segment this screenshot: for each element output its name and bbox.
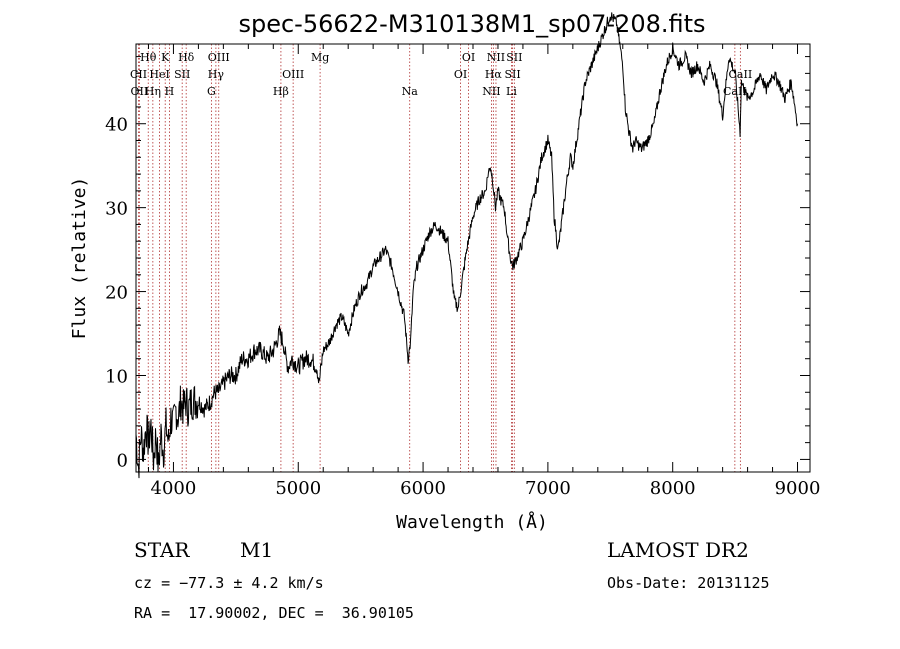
spectral-line-label-7: SII <box>506 51 522 64</box>
x-tick-label-1: 5000 <box>275 478 321 499</box>
spectral-line-label-16: CaII <box>729 68 753 81</box>
x-tick-label-5: 9000 <box>775 478 821 499</box>
survey-name: LAMOST DR2 <box>607 538 749 562</box>
spectral-line-label-19: H <box>165 85 175 98</box>
y-tick-label-2: 20 <box>105 283 128 304</box>
observation-date: Obs-Date: 20131125 <box>607 574 770 592</box>
spectral-line-label-0: Hθ <box>140 51 157 64</box>
spectral-line-label-2: Hδ <box>178 51 195 64</box>
spectral-line-label-18: Hη <box>145 85 161 98</box>
spectral-line-label-22: Na <box>402 85 419 98</box>
spectral-line-label-10: SII <box>174 68 190 81</box>
spectral-line-label-14: Hα <box>485 68 503 81</box>
x-tick-label-4: 8000 <box>650 478 696 499</box>
spectral-line-label-23: NII <box>482 85 500 98</box>
spectral-line-label-8: CII <box>130 68 147 81</box>
plot-frame <box>135 43 811 473</box>
y-tick-label-4: 40 <box>105 115 128 136</box>
y-tick-label-3: 30 <box>105 199 128 220</box>
y-tick-label-1: 10 <box>105 366 128 387</box>
spectral-line-label-24: Li <box>506 85 517 98</box>
redshift-text: cz = −77.3 ± 4.2 km/s <box>134 574 324 592</box>
spectral-line-label-13: OI <box>454 68 467 81</box>
spectral-line-label-1: K <box>161 51 170 64</box>
spectral-line-label-21: Hβ <box>273 85 289 98</box>
spectral-line-label-3: OIII <box>208 51 230 64</box>
spectral-line-label-15: SII <box>504 68 520 81</box>
x-tick-label-2: 6000 <box>400 478 446 499</box>
spectral-line-label-4: Mg <box>311 51 329 64</box>
spectral-line-label-6: NII <box>487 51 505 64</box>
spectral-line-label-5: OI <box>462 51 475 64</box>
y-axis-label: Flux (relative) <box>69 177 90 340</box>
spectrum-chart: spec-56622-M310138M1_sp07-208.fits Hθ K Hδ… <box>69 10 821 533</box>
spectral-line-label-12: OIII <box>282 68 304 81</box>
object-class: STAR <box>134 538 190 562</box>
spectral-line-markers <box>138 44 741 472</box>
spectral-line-label-17: OII <box>131 85 149 98</box>
x-axis-label: Wavelength (Å) <box>396 511 548 533</box>
y-tick-label-0: 0 <box>117 450 128 471</box>
x-tick-label-3: 7000 <box>525 478 571 499</box>
x-axis-ticks: 4000 5000 6000 7000 8000 9000 <box>147 44 821 499</box>
chart-title: spec-56622-M310138M1_sp07-208.fits <box>238 10 705 38</box>
spectral-line-label-11: Hγ <box>208 68 225 81</box>
spectral-line-label-9: HeI <box>149 68 169 81</box>
spectral-line-label-20: G <box>207 85 216 98</box>
object-subclass: M1 <box>240 538 274 562</box>
spectrum-line <box>135 12 798 479</box>
coordinates-text: RA = 17.90002, DEC = 36.90105 <box>134 604 414 622</box>
y-axis-ticks: 0 10 20 30 40 <box>105 56 810 471</box>
x-tick-label-0: 4000 <box>151 478 197 499</box>
